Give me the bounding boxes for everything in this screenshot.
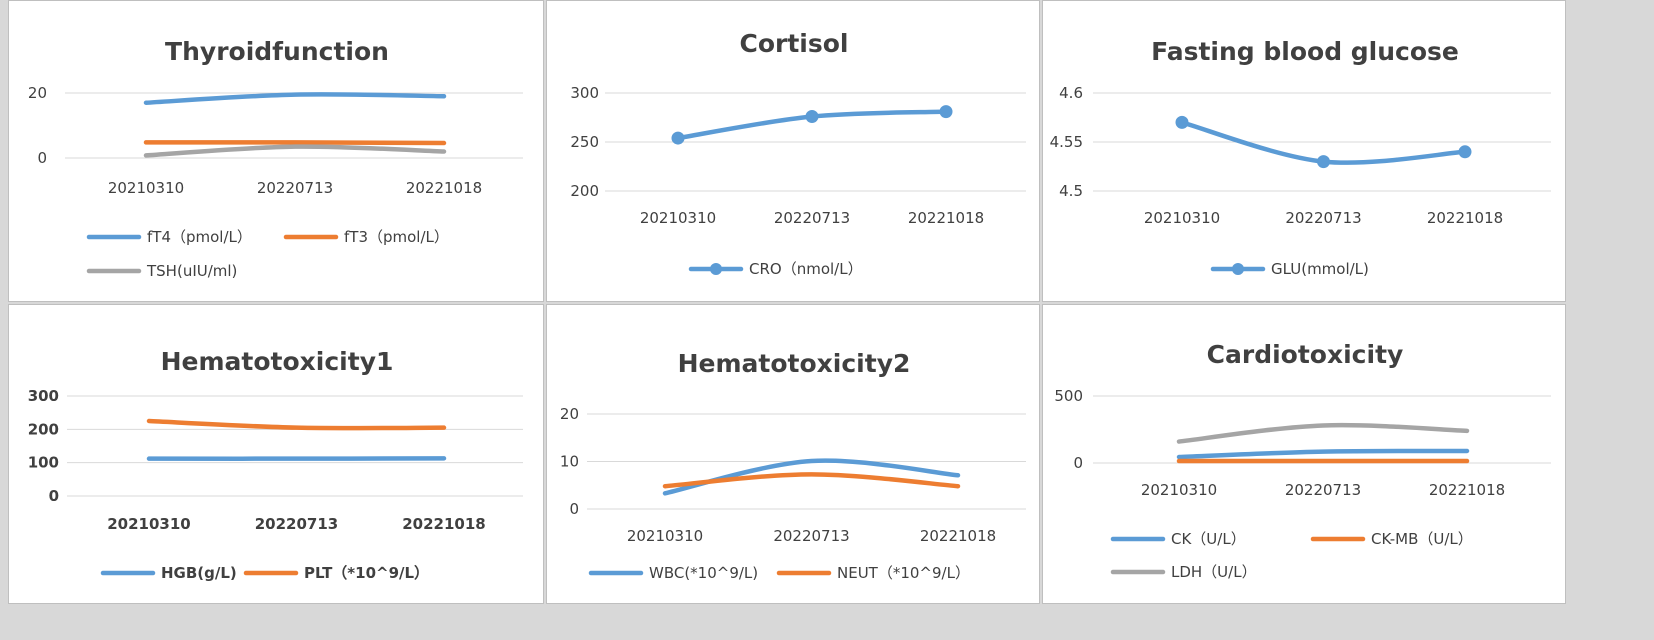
series-line-neut-10-9-l: [662, 472, 961, 489]
legend-item-glu-mmol-l: GLU(mmol/L): [1210, 260, 1369, 278]
series-line-wbc-10-9-l: [662, 458, 961, 496]
legend-label: fT4（pmol/L）: [147, 228, 252, 246]
chart-svg-cardiotoxicity: Cardiotoxicity 0 500 20210310 20220713 202210…: [1054, 340, 1551, 581]
x-tick-label: 20221018: [908, 209, 984, 227]
y-tick-label: 300: [570, 84, 599, 102]
series-line-ck-u-l: [1176, 448, 1470, 460]
legend-label: WBC(*10^9/L): [649, 564, 758, 582]
legend-label: TSH(uIU/ml): [146, 262, 237, 280]
legend-item-ck-mb-u-l: CK-MB（U/L）: [1310, 530, 1473, 548]
x-tick-label: 20210310: [1144, 209, 1220, 227]
x-tick-label: 20220713: [255, 515, 339, 533]
series-line-tsh-uiu-ml: [143, 144, 447, 158]
data-point: [1317, 155, 1330, 169]
legend-item-ldh-u-l: LDH（U/L）: [1110, 563, 1257, 581]
legend-marker: [710, 263, 722, 275]
legend-label: fT3（pmol/L）: [344, 228, 449, 246]
x-tick-label: 20220713: [773, 527, 849, 545]
y-tick-label: 500: [1054, 387, 1083, 405]
y-tick-label: 20: [28, 84, 47, 102]
legend-label: PLT（*10^9/L）: [304, 564, 429, 582]
x-tick-label: 20220713: [1285, 481, 1361, 499]
x-tick-label: 20221018: [920, 527, 996, 545]
chart-svg-hematotoxicity2: Hematotoxicity2 0 10 20 20210310 20220713 2022…: [560, 349, 1026, 582]
y-tick-label: 4.55: [1050, 133, 1083, 151]
chart-title: Hematotoxicity1: [161, 347, 394, 376]
y-tick-label: 4.6: [1059, 84, 1083, 102]
chart-svg-hematotoxicity1: Hematotoxicity1 0 100 200 300 20210310 2022071…: [28, 347, 523, 582]
legend-item-plt-10-9-l: PLT（*10^9/L）: [243, 564, 429, 582]
chart-title: Cardiotoxicity: [1207, 340, 1404, 369]
chart-title: Thyroidfunction: [165, 37, 389, 66]
legend-item-hgb-g-l: HGB(g/L): [100, 564, 237, 582]
data-point: [939, 105, 953, 119]
chart-svg-cortisol: Cortisol 200 250 300 20210310 20220713 2022101…: [570, 29, 1026, 278]
legend-item-wbc-10-9-l: WBC(*10^9/L): [588, 564, 758, 582]
y-tick-label: 20: [560, 405, 579, 423]
data-point: [1175, 115, 1189, 129]
series-line-ldh-u-l: [1176, 422, 1470, 444]
chart-title: Fasting blood glucose: [1151, 37, 1459, 66]
chart-panel-cardiotoxicity: Cardiotoxicity 0 500 20210310 20220713 202210…: [1042, 304, 1566, 604]
x-tick-label: 20210310: [108, 179, 184, 197]
x-tick-label: 20221018: [402, 515, 486, 533]
y-tick-label: 0: [1073, 454, 1083, 472]
data-point: [805, 110, 819, 124]
legend-item-neut-10-9-l: NEUT（*10^9/L）: [776, 564, 970, 582]
data-point: [1458, 145, 1472, 159]
chart-title: Cortisol: [740, 29, 849, 58]
legend-item-ck-u-l: CK（U/L）: [1110, 530, 1246, 548]
legend-item-cro-nmol-l: CRO（nmol/L）: [688, 260, 863, 278]
legend-marker: [1232, 263, 1244, 275]
x-tick-label: 20220713: [774, 209, 850, 227]
y-tick-label: 200: [570, 182, 599, 200]
x-tick-label: 20220713: [1285, 209, 1361, 227]
y-tick-label: 100: [28, 454, 59, 472]
legend-label: CK（U/L）: [1171, 530, 1246, 548]
x-tick-label: 20210310: [640, 209, 716, 227]
data-point: [671, 131, 685, 145]
y-tick-label: 0: [49, 487, 59, 505]
y-tick-label: 0: [569, 500, 579, 518]
x-tick-label: 20221018: [1429, 481, 1505, 499]
series-line-ft3-pmol-l: [143, 140, 447, 146]
chart-panel-hematotoxicity2: Hematotoxicity2 0 10 20 20210310 20220713 2022…: [546, 304, 1040, 604]
y-tick-label: 300: [28, 387, 59, 405]
x-tick-label: 20221018: [1427, 209, 1503, 227]
y-tick-label: 10: [560, 453, 579, 471]
legend-item-ft3-pmol-l: fT3（pmol/L）: [283, 228, 449, 246]
chart-panel-thyroidfunction: Thyroidfunction 0 20 20210310 20220713 202210…: [8, 0, 544, 302]
legend-item-ft4-pmol-l: fT4（pmol/L）: [86, 228, 252, 246]
y-tick-label: 0: [37, 149, 47, 167]
chart-panel-fasting-blood-glucose: Fasting blood glucose 4.5 4.55 4.6 20210310 2…: [1042, 0, 1566, 302]
x-tick-label: 20210310: [1141, 481, 1217, 499]
series-line-ft4-pmol-l: [143, 92, 447, 105]
x-tick-label: 20220713: [257, 179, 333, 197]
x-tick-label: 20221018: [406, 179, 482, 197]
legend-label: LDH（U/L）: [1171, 563, 1257, 581]
chart-panel-hematotoxicity1: Hematotoxicity1 0 100 200 300 20210310 2022071…: [8, 304, 544, 604]
series-line-plt-10-9-l: [146, 418, 447, 431]
legend-label: NEUT（*10^9/L）: [837, 564, 970, 582]
legend-label: CK-MB（U/L）: [1371, 530, 1473, 548]
x-tick-label: 20210310: [627, 527, 703, 545]
legend-label: HGB(g/L): [161, 564, 237, 582]
chart-svg-fasting-blood-glucose: Fasting blood glucose 4.5 4.55 4.6 20210310 2…: [1050, 37, 1551, 278]
x-tick-label: 20210310: [107, 515, 191, 533]
y-tick-label: 200: [28, 420, 59, 438]
y-tick-label: 4.5: [1059, 182, 1083, 200]
chart-svg-thyroidfunction: Thyroidfunction 0 20 20210310 20220713 202210…: [28, 37, 523, 280]
legend-item-tsh-uiu-ml: TSH(uIU/ml): [86, 262, 237, 280]
chart-title: Hematotoxicity2: [678, 349, 911, 378]
legend-label: CRO（nmol/L）: [749, 260, 863, 278]
y-tick-label: 250: [570, 133, 599, 151]
legend-label: GLU(mmol/L): [1271, 260, 1369, 278]
chart-panel-cortisol: Cortisol 200 250 300 20210310 20220713 2022101…: [546, 0, 1040, 302]
